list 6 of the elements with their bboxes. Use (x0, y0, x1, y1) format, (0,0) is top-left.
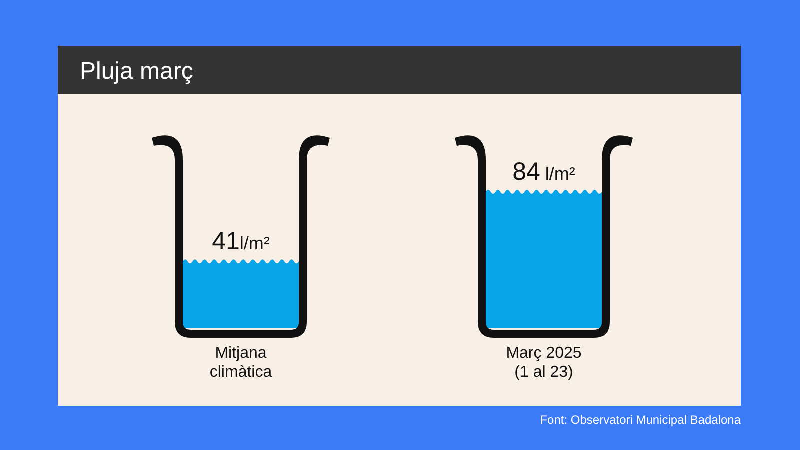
x-tick-label: Mitjana climàtica (210, 345, 272, 381)
data-label: 84 l/m² (512, 158, 576, 186)
x-tick-label: Març 2025 (1 al 23) (506, 345, 582, 381)
data-label: 41l/m² (212, 228, 270, 256)
chart-title: Pluja març (80, 58, 194, 85)
text: Font: Observatori Municipal Badalona (540, 413, 742, 427)
